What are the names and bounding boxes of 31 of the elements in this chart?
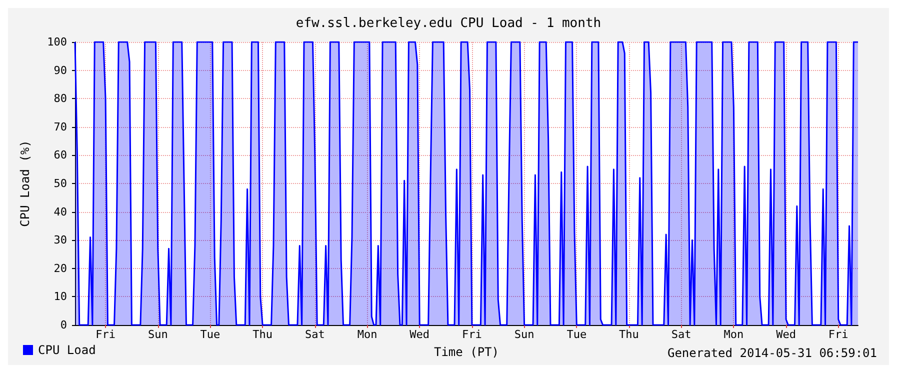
x-tick-label: Sat — [304, 328, 325, 341]
text: Generated 2014-05-31 06:59:01 — [667, 346, 877, 360]
x-tick-label: Mon — [357, 328, 378, 341]
y-tick-label: 80 — [54, 92, 67, 106]
x-tick-label: Fri — [828, 328, 848, 341]
x-tick-label: Fri — [462, 328, 482, 341]
chart-title: efw.ssl.berkeley.edu CPU Load - 1 month — [296, 16, 602, 31]
x-tick-label: Tue — [566, 328, 587, 341]
x-tick-label: Wed — [776, 328, 796, 341]
y-tick-label: 90 — [54, 64, 67, 77]
x-tick-label: Sat — [671, 328, 692, 341]
y-tick-label: 50 — [54, 177, 67, 190]
x-tick-label: Tue — [200, 328, 220, 341]
x-tick-label: Thu — [619, 328, 639, 341]
y-tick-label: 30 — [54, 234, 67, 247]
y-tick-label: 0 — [60, 318, 67, 332]
x-tick-label: Wed — [410, 328, 430, 341]
x-tick-label: Fri — [96, 328, 116, 341]
x-axis-title: Time (PT) — [434, 345, 500, 359]
y-tick-label: 60 — [54, 148, 67, 162]
y-tick-label: 10 — [54, 290, 67, 304]
x-tick-label: Thu — [252, 328, 273, 341]
y-tick-label: 70 — [54, 120, 67, 134]
y-tick-label: 40 — [54, 205, 67, 218]
y-tick-label: 100 — [47, 36, 67, 48]
x-tick-label: Sun — [514, 328, 534, 341]
y-tick-label: 20 — [54, 262, 67, 275]
x-tick-label: Sun — [148, 328, 168, 341]
legend-label: CPU Load — [38, 343, 96, 357]
x-tick-label: Mon — [724, 328, 744, 341]
y-axis-title: CPU Load (%) — [18, 140, 32, 227]
